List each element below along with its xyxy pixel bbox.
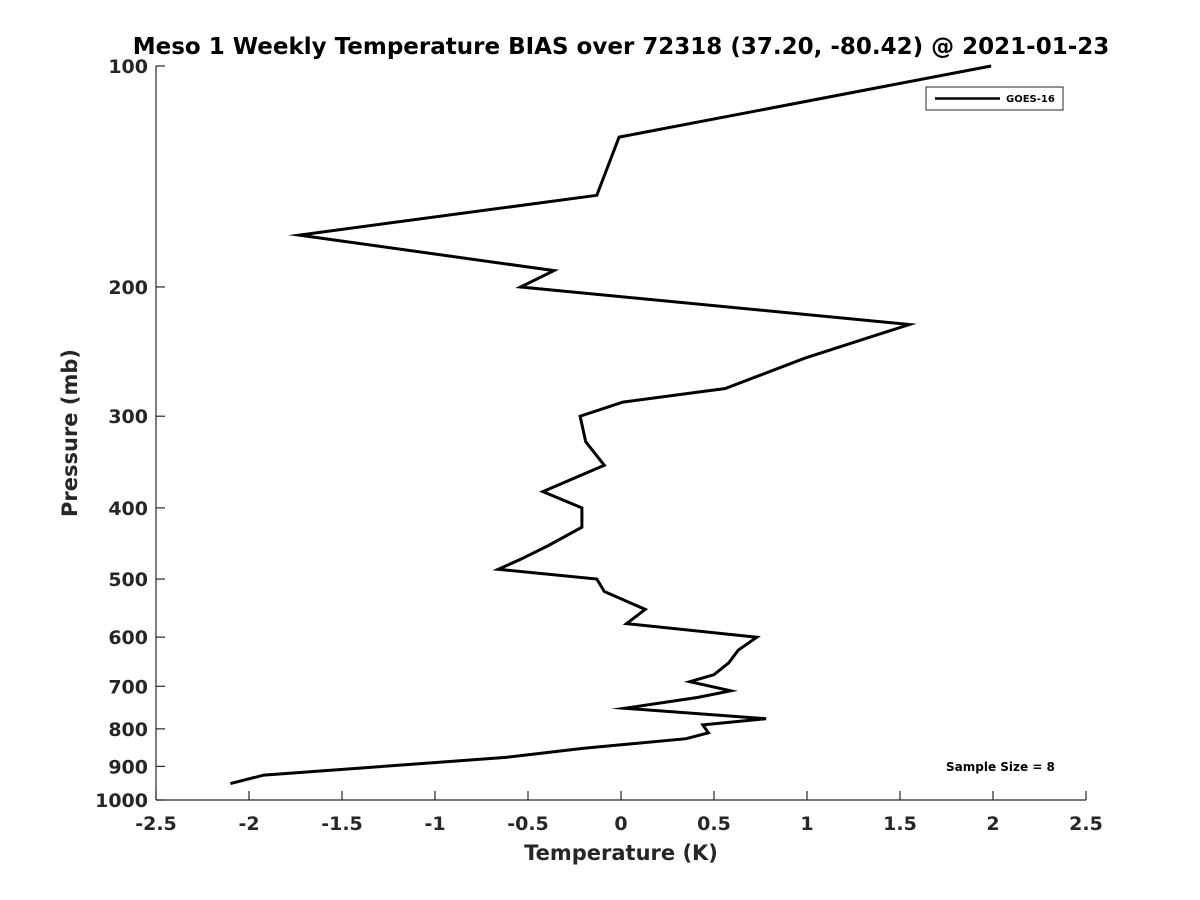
x-tick-label: -0.5 [507, 813, 549, 835]
y-tick-label: 1000 [95, 790, 148, 812]
x-tick-label: 1 [800, 813, 813, 835]
x-tick-label: 2.5 [1069, 813, 1103, 835]
sample-size-annotation: Sample Size = 8 [946, 760, 1055, 774]
x-tick-label: 1.5 [883, 813, 917, 835]
plot-area: -2.5 -2 -1.5 -1 -0.5 0 0.5 1 1.5 2 2.5 100 200 300 40… [95, 56, 1103, 835]
x-tick-label: 2 [986, 813, 999, 835]
x-axis-label: Temperature (K) [524, 841, 718, 865]
x-tick-label: -1.5 [321, 813, 363, 835]
x-tick-label: -2 [238, 813, 259, 835]
y-ticks: 100 200 300 400 500 600 700 800 900 1000 [95, 56, 165, 812]
y-tick-label: 900 [108, 756, 148, 778]
y-tick-label: 700 [108, 676, 148, 698]
series-line-goes-16 [230, 64, 992, 786]
y-axis-label: Pressure (mb) [58, 349, 82, 517]
y-tick-label: 400 [108, 498, 148, 520]
chart-title: Meso 1 Weekly Temperature BIAS over 7231… [133, 34, 1110, 60]
x-tick-label: -1 [424, 813, 445, 835]
y-tick-label: 800 [108, 719, 148, 741]
legend: GOES-16 [925, 86, 1064, 111]
y-tick-label: 300 [108, 406, 148, 428]
series-lines [230, 64, 992, 786]
x-ticks: -2.5 -2 -1.5 -1 -0.5 0 0.5 1 1.5 2 2.5 [135, 791, 1103, 835]
y-tick-label: 600 [108, 627, 148, 649]
x-tick-label: 0.5 [697, 813, 731, 835]
y-tick-label: 100 [108, 56, 148, 78]
x-tick-label: -2.5 [135, 813, 177, 835]
legend-label: GOES-16 [1006, 94, 1055, 105]
y-tick-label: 500 [108, 569, 148, 591]
x-tick-label: 0 [614, 813, 627, 835]
y-tick-label: 200 [108, 277, 148, 299]
